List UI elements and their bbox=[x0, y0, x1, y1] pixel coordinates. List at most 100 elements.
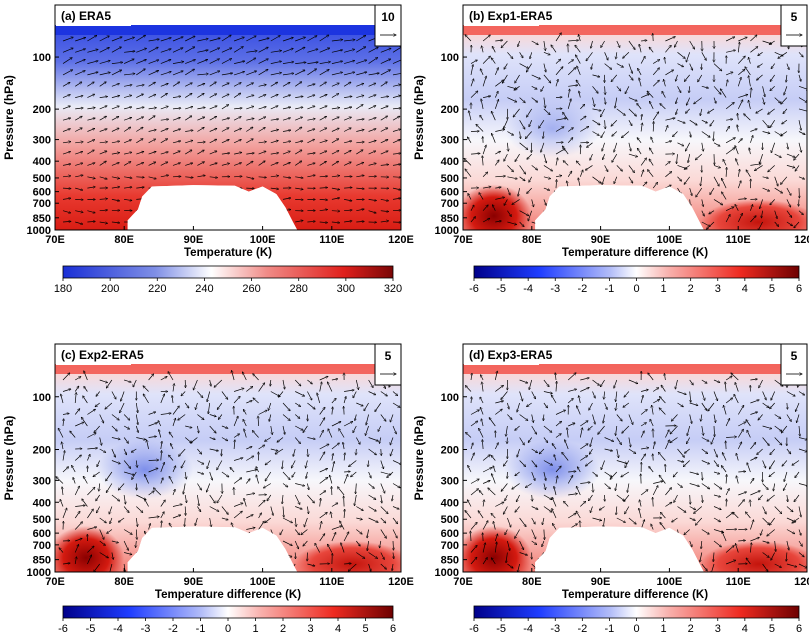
colorbar-tick-label: 280 bbox=[290, 283, 308, 295]
y-tick-label: 700 bbox=[441, 540, 459, 552]
x-tick-label: 120E bbox=[794, 234, 809, 246]
y-tick-label: 400 bbox=[441, 156, 459, 168]
y-tick-label: 1000 bbox=[27, 225, 51, 237]
colorbar-tick-label: -2 bbox=[577, 283, 587, 295]
y-tick-label: 200 bbox=[441, 104, 459, 116]
svg-text:(a) ERA5: (a) ERA5 bbox=[61, 9, 111, 23]
y-tick-label: 850 bbox=[33, 213, 51, 225]
y-tick-label: 600 bbox=[441, 528, 459, 540]
field-shading bbox=[463, 344, 807, 572]
x-tick-label: 110E bbox=[726, 576, 751, 588]
y-tick-label: 100 bbox=[441, 392, 459, 404]
field-shading bbox=[55, 5, 401, 230]
colorbar-tick-label: 300 bbox=[337, 283, 355, 295]
colorbar-tick-label: -4 bbox=[523, 283, 533, 295]
vector-key: 5 bbox=[374, 343, 402, 386]
y-tick-label: 200 bbox=[441, 445, 459, 457]
colorbar-tick-label: 3 bbox=[715, 623, 721, 632]
colorbar-tick-label: -3 bbox=[141, 623, 151, 632]
colorbar-tick-label: -5 bbox=[496, 623, 506, 632]
x-axis-label: Temperature (K) bbox=[184, 247, 272, 259]
colorbar-tick-label: -6 bbox=[469, 623, 479, 632]
svg-text:(b) Exp1-ERA5: (b) Exp1-ERA5 bbox=[469, 9, 553, 23]
colorbar-tick-label: -4 bbox=[523, 623, 533, 632]
colorbar-tick-label: 5 bbox=[769, 283, 775, 295]
x-tick-label: 90E bbox=[591, 576, 611, 588]
svg-text:10: 10 bbox=[381, 10, 395, 24]
colorbar: -6 -5 -4 -3 -2 -1 0 1 2 3 4 5 6 bbox=[58, 605, 396, 632]
colorbar-tick-label: -6 bbox=[469, 283, 479, 295]
x-tick-label: 110E bbox=[726, 234, 751, 246]
y-tick-label: 400 bbox=[33, 156, 51, 168]
colorbar-tick-label: 0 bbox=[633, 623, 639, 632]
x-tick-label: 90E bbox=[184, 576, 204, 588]
svg-text:5: 5 bbox=[385, 349, 392, 363]
plot-frame bbox=[54, 4, 402, 231]
svg-text:(c) Exp2-ERA5: (c) Exp2-ERA5 bbox=[61, 348, 144, 362]
colorbar-tick-label: -1 bbox=[605, 283, 615, 295]
panel-title: (a) ERA5 bbox=[56, 6, 131, 26]
colorbar-tick-label: 3 bbox=[715, 283, 721, 295]
colorbar-tick-label: 260 bbox=[242, 283, 260, 295]
y-tick-label: 700 bbox=[441, 198, 459, 210]
colorbar-tick-label: 320 bbox=[384, 283, 402, 295]
colorbar-tick-label: 6 bbox=[796, 623, 802, 632]
colorbar-tick-label: -2 bbox=[168, 623, 178, 632]
panel-1: (b) Exp1-ERA5570E80E90E100E110E120E10020… bbox=[412, 4, 809, 295]
field-shading bbox=[463, 5, 807, 230]
x-tick-label: 120E bbox=[388, 234, 414, 246]
colorbar-tick-label: -1 bbox=[605, 623, 615, 632]
colorbar-tick-label: -4 bbox=[113, 623, 123, 632]
x-tick-label: 90E bbox=[591, 234, 611, 246]
y-tick-label: 850 bbox=[33, 555, 51, 567]
colorbar-tick-label: 4 bbox=[742, 283, 748, 295]
x-tick-label: 80E bbox=[114, 234, 134, 246]
x-tick-label: 100E bbox=[250, 576, 276, 588]
x-tick-label: 120E bbox=[794, 576, 809, 588]
panel-0: (a) ERA5 10 70E 80E 90E 100E 110E 120E 100 200 300… bbox=[2, 4, 414, 295]
colorbar: 180 200 220 240 260 280 300 320 bbox=[54, 265, 402, 295]
y-tick-label: 300 bbox=[33, 135, 51, 147]
y-axis-label: Pressure (hPa) bbox=[412, 75, 426, 160]
x-tick-label: 70E bbox=[453, 234, 473, 246]
y-tick-label: 500 bbox=[33, 173, 51, 185]
panel-title: (b) Exp1-ERA5 bbox=[464, 6, 553, 26]
y-tick-label: 100 bbox=[33, 392, 51, 404]
y-axis-label: Pressure (hPa) bbox=[2, 75, 16, 160]
x-axis-label: Temperature difference (K) bbox=[562, 589, 708, 601]
colorbar: -6 -5 -4 -3 -2 -1 0 1 2 3 4 5 6 bbox=[469, 265, 802, 295]
colorbar-tick-label: 0 bbox=[633, 283, 639, 295]
y-tick-label: 200 bbox=[33, 104, 51, 116]
colorbar-tick-label: 1 bbox=[252, 623, 258, 632]
colorbar-tick-label: 0 bbox=[225, 623, 231, 632]
y-tick-label: 100 bbox=[441, 52, 459, 64]
y-tick-label: 700 bbox=[33, 540, 51, 552]
colorbar-tick-label: 6 bbox=[796, 283, 802, 295]
y-tick-label: 500 bbox=[441, 173, 459, 185]
panel-3: (d) Exp3-ERA5570E80E90E100E110E120E10020… bbox=[412, 343, 809, 632]
y-tick-label: 400 bbox=[33, 497, 51, 509]
x-tick-label: 80E bbox=[522, 234, 542, 246]
svg-text:(d) Exp3-ERA5: (d) Exp3-ERA5 bbox=[469, 348, 553, 362]
y-tick-label: 400 bbox=[441, 497, 459, 509]
colorbar-tick-label: 200 bbox=[101, 283, 119, 295]
svg-text:5: 5 bbox=[791, 349, 798, 363]
colorbar-tick-label: -5 bbox=[86, 623, 96, 632]
colorbar-tick-label: 4 bbox=[335, 623, 341, 632]
x-tick-label: 70E bbox=[453, 576, 473, 588]
y-tick-label: 100 bbox=[33, 52, 51, 64]
y-axis-label: Pressure (hPa) bbox=[2, 416, 16, 501]
colorbar-tick-label: 3 bbox=[307, 623, 313, 632]
x-tick-label: 120E bbox=[388, 576, 414, 588]
y-tick-label: 1000 bbox=[27, 567, 51, 579]
colorbar-tick-label: -6 bbox=[58, 623, 68, 632]
x-tick-label: 110E bbox=[319, 234, 344, 246]
colorbar-tick-label: -3 bbox=[550, 623, 560, 632]
y-tick-label: 1000 bbox=[435, 567, 459, 579]
x-tick-label: 70E bbox=[45, 234, 65, 246]
colorbar-tick-label: 1 bbox=[661, 283, 667, 295]
colorbar-tick-label: -3 bbox=[550, 283, 560, 295]
colorbar-tick-label: 2 bbox=[688, 283, 694, 295]
